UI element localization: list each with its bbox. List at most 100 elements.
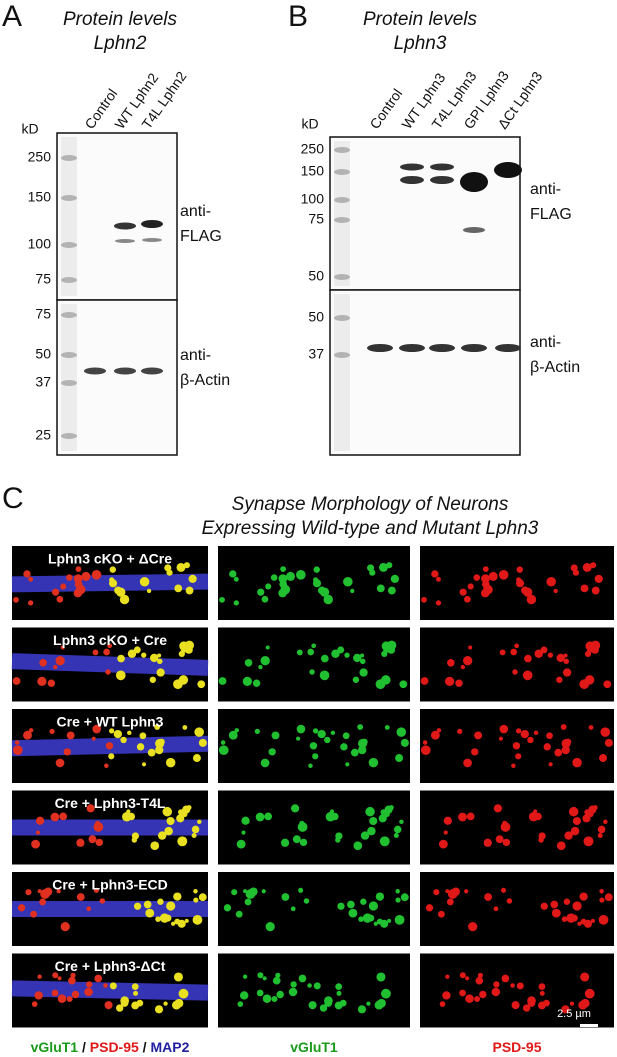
blot bbox=[329, 136, 521, 291]
puncta bbox=[307, 648, 315, 656]
puncta bbox=[334, 1001, 343, 1010]
antibody-label: anti- bbox=[530, 181, 561, 198]
puncta bbox=[387, 918, 392, 923]
puncta bbox=[157, 658, 163, 665]
puncta bbox=[56, 889, 61, 894]
puncta bbox=[353, 653, 362, 663]
puncta bbox=[543, 743, 551, 751]
puncta bbox=[23, 730, 32, 740]
puncta bbox=[395, 754, 404, 763]
puncta bbox=[331, 812, 339, 821]
puncta bbox=[599, 754, 608, 763]
puncta bbox=[113, 729, 123, 739]
puncta bbox=[474, 731, 483, 740]
antibody-label: anti- bbox=[180, 347, 211, 364]
ladder-lane bbox=[334, 294, 350, 451]
puncta bbox=[37, 676, 47, 687]
puncta bbox=[344, 652, 350, 658]
puncta bbox=[66, 574, 73, 581]
puncta bbox=[177, 678, 183, 684]
puncta bbox=[465, 994, 474, 1003]
puncta bbox=[154, 1005, 164, 1014]
puncta bbox=[86, 804, 95, 813]
ladder-lane bbox=[61, 137, 77, 296]
puncta bbox=[399, 819, 404, 825]
micrograph bbox=[218, 790, 410, 865]
puncta bbox=[292, 835, 301, 844]
puncta bbox=[312, 579, 322, 588]
puncta bbox=[166, 901, 176, 911]
puncta bbox=[37, 889, 42, 894]
puncta bbox=[92, 724, 102, 734]
puncta bbox=[34, 991, 43, 1000]
puncta bbox=[60, 922, 70, 932]
panel-title: Protein levels bbox=[63, 9, 178, 30]
puncta bbox=[369, 816, 378, 826]
puncta bbox=[95, 838, 103, 847]
puncta bbox=[164, 564, 172, 572]
marker-label: 100 bbox=[301, 191, 325, 207]
puncta bbox=[63, 748, 71, 756]
puncta bbox=[194, 727, 204, 737]
puncta bbox=[14, 740, 20, 745]
puncta bbox=[378, 814, 387, 823]
puncta bbox=[268, 748, 276, 756]
puncta bbox=[479, 990, 487, 999]
puncta bbox=[51, 989, 59, 997]
puncta bbox=[157, 898, 164, 905]
puncta bbox=[25, 889, 32, 896]
puncta bbox=[588, 725, 594, 730]
column-label-part: PSD-95 bbox=[90, 1039, 139, 1055]
puncta bbox=[467, 583, 474, 590]
column-label-part: MAP2 bbox=[150, 1039, 189, 1055]
puncta bbox=[420, 745, 431, 756]
puncta bbox=[538, 983, 546, 991]
puncta bbox=[320, 654, 329, 663]
puncta bbox=[475, 976, 484, 985]
marker-label: 150 bbox=[28, 189, 52, 205]
puncta bbox=[272, 976, 281, 985]
marker-label: 250 bbox=[28, 149, 52, 165]
puncta bbox=[178, 988, 189, 999]
puncta bbox=[285, 571, 296, 581]
puncta bbox=[430, 730, 440, 740]
band bbox=[84, 367, 106, 375]
puncta bbox=[395, 889, 400, 894]
puncta bbox=[520, 729, 529, 739]
puncta bbox=[27, 600, 34, 606]
marker-label: 50 bbox=[35, 346, 51, 362]
puncta bbox=[546, 576, 556, 587]
puncta bbox=[299, 838, 308, 847]
puncta bbox=[501, 974, 510, 983]
puncta bbox=[116, 1004, 124, 1012]
puncta bbox=[127, 812, 136, 821]
puncta bbox=[35, 816, 45, 825]
puncta bbox=[524, 654, 532, 663]
puncta bbox=[464, 595, 471, 603]
marker-label: 37 bbox=[35, 374, 51, 390]
puncta bbox=[439, 1001, 446, 1007]
puncta bbox=[597, 832, 603, 839]
puncta bbox=[499, 724, 509, 734]
puncta bbox=[198, 893, 207, 902]
puncta bbox=[75, 566, 82, 572]
puncta bbox=[139, 732, 147, 740]
puncta bbox=[556, 676, 563, 683]
puncta bbox=[99, 898, 106, 904]
puncta bbox=[60, 583, 67, 590]
puncta bbox=[164, 914, 172, 922]
puncta bbox=[177, 836, 188, 847]
puncta bbox=[358, 745, 367, 755]
puncta bbox=[228, 730, 238, 740]
puncta bbox=[155, 916, 161, 922]
puncta bbox=[172, 1000, 181, 1010]
puncta bbox=[400, 893, 409, 902]
column-label-part: PSD-95 bbox=[492, 1039, 541, 1055]
band bbox=[114, 222, 136, 230]
puncta bbox=[81, 571, 91, 581]
puncta bbox=[580, 584, 589, 593]
puncta bbox=[590, 918, 595, 923]
marker-label: 150 bbox=[301, 163, 325, 179]
puncta bbox=[516, 982, 524, 990]
